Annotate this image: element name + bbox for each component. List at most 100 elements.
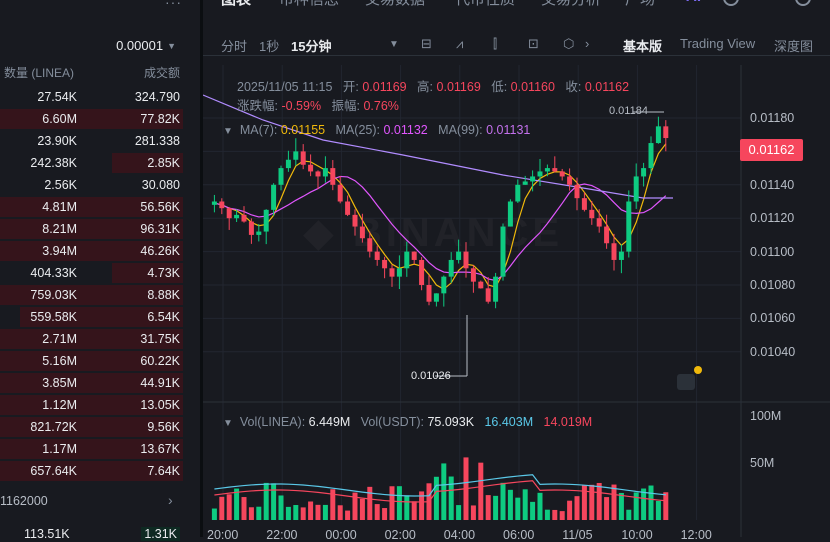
candle-body	[374, 251, 380, 260]
candles	[211, 116, 669, 309]
ask-qty: 759.03K	[30, 288, 77, 302]
orderbook-ask-row[interactable]: 6.60M 77.82K	[0, 108, 183, 130]
depth-bar	[20, 307, 183, 327]
volume-bar	[315, 504, 321, 520]
volume-bar	[611, 484, 617, 520]
orderbook-ask-row[interactable]: 27.54K 324.790	[0, 86, 183, 108]
orderbook-ask-row[interactable]: 23.90K 281.338	[0, 130, 183, 152]
view-basic[interactable]: 基本版	[623, 39, 663, 54]
candle-body	[278, 168, 284, 185]
tab-trade-analysis[interactable]: 交易分析	[541, 0, 601, 9]
ask-total: 8.88K	[147, 288, 180, 302]
orderbook-ask-row[interactable]: 242.38K 2.85K	[0, 152, 183, 174]
candle-body	[574, 184, 580, 199]
volume-bar	[567, 500, 573, 520]
interval-15m[interactable]: 15分钟	[291, 39, 332, 54]
last-price[interactable]: 1162000	[0, 494, 48, 508]
toolbar-divider	[203, 55, 830, 56]
candle-body	[433, 293, 439, 302]
ask-qty: 404.33K	[30, 266, 77, 280]
interval-dropdown-icon[interactable]: ▼	[389, 39, 399, 50]
orderbook-ask-row[interactable]: 2.56K 30.080	[0, 174, 183, 196]
volume-bar	[559, 511, 565, 520]
orderbook-ask-row[interactable]: 759.03K 8.88K	[0, 284, 183, 306]
orderbook-ask-row[interactable]: 559.58K 6.54K	[0, 306, 183, 328]
candlestick-icon[interactable]: ⫿	[493, 36, 498, 51]
candle-body	[618, 251, 624, 260]
volume-bar	[278, 495, 284, 520]
ma-lines	[203, 94, 673, 290]
depth-bar	[111, 263, 183, 283]
chevron-right-icon[interactable]: ›	[585, 36, 590, 51]
orderbook-ask-row[interactable]: 1.12M 13.05K	[0, 394, 183, 416]
candlestick-chart[interactable]	[203, 60, 830, 537]
candle-body	[567, 176, 573, 185]
depth-bar	[0, 395, 183, 415]
candle-body	[537, 171, 543, 177]
tab-chart[interactable]: 图表	[221, 0, 251, 9]
candle-body	[263, 209, 269, 232]
volume-ma-line	[214, 480, 666, 503]
price-axis-label: 0.01140	[750, 177, 795, 192]
candle-body	[271, 184, 277, 210]
depth-bar	[0, 351, 183, 371]
ask-total: 31.75K	[140, 332, 180, 346]
orderbook-ask-row[interactable]: 657.64K 7.64K	[0, 460, 183, 482]
ask-qty: 1.12M	[42, 398, 77, 412]
volume-bar	[596, 482, 602, 520]
candle-body	[552, 168, 558, 172]
line-chart-icon[interactable]: ⩘	[456, 36, 464, 51]
orderbook-ask-row[interactable]: 821.72K 9.56K	[0, 416, 183, 438]
tab-square[interactable]: 广场	[625, 0, 655, 9]
orderbook-ask-row[interactable]: 1.17M 13.67K	[0, 438, 183, 460]
interval-1s[interactable]: 1秒	[259, 39, 280, 54]
volume-ma-lines	[214, 474, 666, 503]
indicator-icon[interactable]: ⊟	[421, 36, 432, 51]
price-axis-label: 0.01180	[750, 111, 795, 125]
orderbook-ask-row[interactable]: 3.94M 46.26K	[0, 240, 183, 262]
orderbook-ask-row[interactable]: 8.21M 96.31K	[0, 218, 183, 240]
ask-qty: 2.56K	[44, 178, 77, 192]
candle-body	[322, 168, 328, 177]
ask-total: 9.56K	[147, 420, 180, 434]
tab-trade-data[interactable]: 交易数据	[365, 0, 425, 9]
ask-total: 30.080	[141, 178, 180, 192]
news-dot-icon	[694, 366, 702, 374]
view-depth[interactable]: 深度图	[774, 39, 814, 54]
ma-line	[214, 143, 667, 290]
orderbook-ask-row[interactable]: 404.33K 4.73K	[0, 262, 183, 284]
candle-body	[404, 251, 410, 269]
candle-body	[641, 168, 647, 177]
candle-body	[293, 151, 299, 160]
ai-icon[interactable]: AI	[686, 0, 701, 5]
depth-bar	[0, 373, 183, 393]
precision-select[interactable]: 0.00001 ▼	[116, 38, 176, 53]
volume-bar	[330, 489, 336, 520]
ask-total: 60.22K	[140, 354, 180, 368]
volume-axis-label: 100M	[750, 409, 782, 423]
tab-token-props[interactable]: 代币性质	[455, 0, 515, 9]
ask-qty: 2.71M	[42, 332, 77, 346]
chart-grid	[203, 65, 741, 520]
precision-value: 0.00001	[116, 38, 164, 53]
interval-time[interactable]: 分时	[221, 39, 248, 54]
orderbook-ask-row[interactable]: 3.85M 44.91K	[0, 372, 183, 394]
view-tradingview[interactable]: Trading View	[680, 36, 756, 51]
bid-total: 1.31K	[141, 527, 180, 541]
layout-icon[interactable]: ⬡	[563, 36, 575, 51]
volume-bar	[248, 507, 254, 520]
time-axis-label: 02:00	[384, 528, 416, 542]
candle-body	[419, 259, 425, 285]
volume-bar	[396, 486, 402, 520]
more-icon[interactable]: ···	[165, 0, 182, 10]
orderbook-ask-row[interactable]: 4.81M 56.56K	[0, 196, 183, 218]
orderbook-ask-row[interactable]: 5.16M 60.22K	[0, 350, 183, 372]
draw-tool-icon[interactable]: ⊡	[528, 36, 539, 51]
chevron-right-icon[interactable]: ›	[168, 492, 173, 508]
vol-legend: ▼ Vol(LINEA): 6.449M Vol(USDT): 75.093K …	[223, 415, 593, 429]
ask-total: 13.05K	[140, 398, 180, 412]
tab-coin-info[interactable]: 币种信息	[279, 0, 339, 9]
volume-bar	[633, 492, 639, 520]
ohlc-line-1: 2025/11/05 11:15 开: 0.01169 高: 0.01169 低…	[237, 80, 630, 94]
orderbook-ask-row[interactable]: 2.71M 31.75K	[0, 328, 183, 350]
